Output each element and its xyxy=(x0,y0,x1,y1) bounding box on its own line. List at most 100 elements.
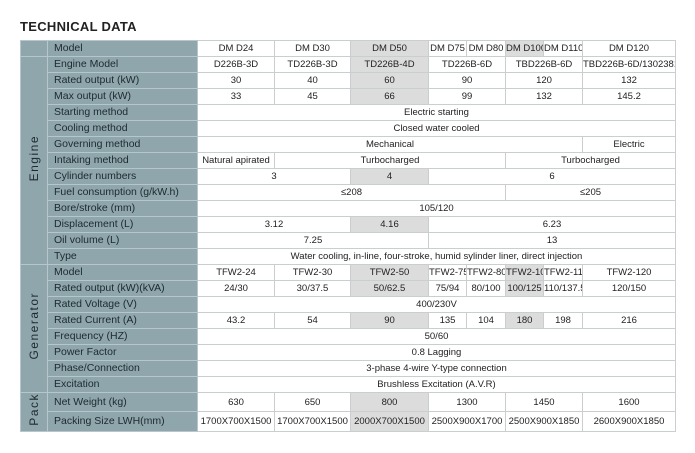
cell: 40 xyxy=(274,72,351,89)
cell: 50/60 xyxy=(197,328,676,345)
cell: TFW2-100 xyxy=(505,264,544,281)
row-label: Engine Model xyxy=(47,56,198,73)
section-label: Generator xyxy=(26,292,41,360)
row: Fuel consumption (g/kW.h) ≤208 ≤205 xyxy=(21,184,676,201)
cell: 50/62.5 xyxy=(350,280,429,297)
cell: 0.8 Lagging xyxy=(197,344,676,361)
cell: 66 xyxy=(350,88,429,105)
row: Generator Model TFW2-24 TFW2-30 TFW2-50 TFW2-… xyxy=(20,264,676,393)
cell: ≤205 xyxy=(505,184,676,201)
cell: 2000X700X1500 xyxy=(350,411,429,432)
cell: 30/37.5 xyxy=(274,280,351,297)
row-label: Fuel consumption (g/kW.h) xyxy=(47,184,198,201)
row: Intaking method Natural apirated Turbochar… xyxy=(21,152,676,169)
row: Packing Size LWH(mm) 1700X700X1500 1700X70… xyxy=(21,411,676,432)
cell: 120 xyxy=(505,72,583,89)
row-label: Intaking method xyxy=(47,152,198,169)
row: Model DM D24 DM D30 DM D50 DM D75 DM D80 DM D1… xyxy=(20,40,676,57)
cell: TFW2-30 xyxy=(274,264,351,281)
row-label: Model xyxy=(47,264,198,281)
cell: 1700X700X1500 xyxy=(197,411,275,432)
row-label: Max output (kW) xyxy=(47,88,198,105)
row-label: Starting method xyxy=(47,104,198,121)
section-cell: Engine xyxy=(20,56,48,265)
row: Oil volume (L) 7.25 13 xyxy=(21,232,676,249)
row: Cylinder numbers 3 4 6 xyxy=(21,168,676,185)
cell: 630 xyxy=(197,391,275,413)
section-cell xyxy=(20,40,48,57)
cell: 145.2 xyxy=(582,88,676,105)
row: Engine Engine Model D226B-3D TD226B-3D TD226… xyxy=(20,56,676,265)
cell: 1300 xyxy=(428,391,506,413)
row: Displacement (L) 3.12 4.16 6.23 xyxy=(21,216,676,233)
row-label: Frequency (HZ) xyxy=(47,328,198,345)
cell: 110/137.5 xyxy=(543,280,583,297)
cell: 1700X700X1500 xyxy=(274,411,351,432)
row-label: Excitation xyxy=(47,376,198,393)
table-body: Model DM D24 DM D30 DM D50 DM D75 DM D80 DM D1… xyxy=(20,40,676,432)
cell: 2500X900X1850 xyxy=(505,411,583,432)
cell: 90 xyxy=(428,72,506,89)
cell: DM D50 xyxy=(350,40,429,57)
row-label: Model xyxy=(47,40,198,57)
cell: Water cooling, in-line, four-stroke, hum… xyxy=(197,248,676,265)
cell: DM D100 xyxy=(505,40,544,57)
row-label: Net Weight (kg) xyxy=(47,391,198,413)
cell: 400/230V xyxy=(197,296,676,313)
cell: 60 xyxy=(350,72,429,89)
cell: 650 xyxy=(274,391,351,413)
cell: Electric starting xyxy=(197,104,676,121)
row-label: Oil volume (L) xyxy=(47,232,198,249)
cell: 104 xyxy=(466,312,506,329)
cell: 135 xyxy=(428,312,467,329)
cell: TBD226B-6D xyxy=(505,56,583,73)
cell: 7.25 xyxy=(197,232,429,249)
cell: DM D110 xyxy=(543,40,583,57)
cell: TD226B-4D xyxy=(350,56,429,73)
cell: 80/100 xyxy=(466,280,506,297)
row-label: Governing method xyxy=(47,136,198,153)
section-label: Pack xyxy=(26,393,41,426)
cell: 33 xyxy=(197,88,275,105)
row: Max output (kW) 33 45 66 99 132 145.2 xyxy=(21,88,676,105)
cell: 13 xyxy=(428,232,676,249)
row-label: Rated Voltage (V) xyxy=(47,296,198,313)
row: Type Water cooling, in-line, four-stroke,… xyxy=(21,248,676,265)
row-label: Displacement (L) xyxy=(47,216,198,233)
row: Power Factor 0.8 Lagging xyxy=(21,344,676,361)
cell: DM D75 xyxy=(428,40,467,57)
row: Pack Net Weight (kg) 630 650 800 1300 1450 1600 xyxy=(20,391,676,432)
row-label: Rated Current (A) xyxy=(47,312,198,329)
row: Rated Voltage (V) 400/230V xyxy=(21,296,676,313)
row: Rated output (kW)(kVA) 24/30 30/37.5 50/62.… xyxy=(21,280,676,297)
cell: 3.12 xyxy=(197,216,351,233)
cell: Turbocharged xyxy=(274,152,506,169)
row-label: Type xyxy=(47,248,198,265)
cell: 54 xyxy=(274,312,351,329)
cell: 43.2 xyxy=(197,312,275,329)
cell: 45 xyxy=(274,88,351,105)
row-label: Rated output (kW)(kVA) xyxy=(47,280,198,297)
row: Rated output (kW) 30 40 60 90 120 132 xyxy=(21,72,676,89)
cell: 105/120 xyxy=(197,200,676,217)
cell: 6 xyxy=(428,168,676,185)
cell: 4.16 xyxy=(350,216,429,233)
cell: TFW2-110 xyxy=(543,264,583,281)
row-label: Packing Size LWH(mm) xyxy=(47,411,198,432)
row: Governing method Mechanical Electric xyxy=(21,136,676,153)
cell: TFW2-120 xyxy=(582,264,676,281)
row-label: Rated output (kW) xyxy=(47,72,198,89)
row-label: Cylinder numbers xyxy=(47,168,198,185)
cell: 132 xyxy=(505,88,583,105)
cell: 800 xyxy=(350,391,429,413)
cell: Brushless Excitation (A.V.R) xyxy=(197,376,676,393)
cell: 1600 xyxy=(582,391,676,413)
section-label: Engine xyxy=(26,134,41,182)
cell: DM D80 xyxy=(466,40,506,57)
cell: 120/150 xyxy=(582,280,676,297)
cell: 4 xyxy=(350,168,429,185)
cell: Natural apirated xyxy=(197,152,275,169)
cell: 75/94 xyxy=(428,280,467,297)
cell: 180 xyxy=(505,312,544,329)
row-label: Bore/stroke (mm) xyxy=(47,200,198,217)
